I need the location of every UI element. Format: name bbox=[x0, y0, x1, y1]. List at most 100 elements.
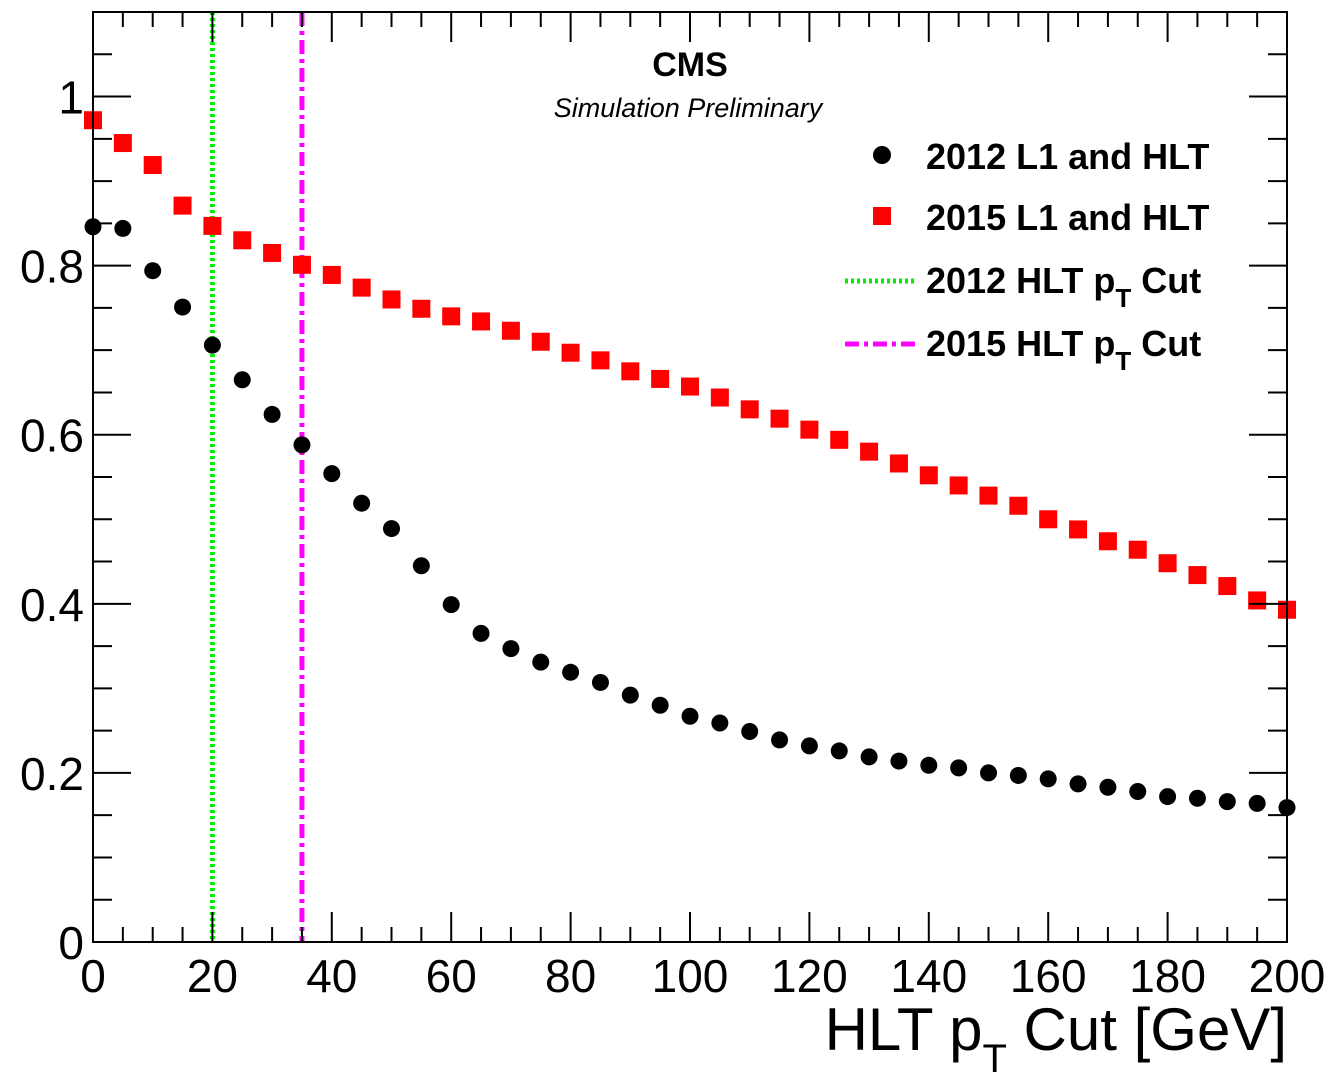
data-point-2012 bbox=[830, 742, 848, 760]
legend-label-1: 2012 L1 and HLT bbox=[926, 136, 1209, 177]
x-axis-title-main: HLT p bbox=[825, 996, 983, 1063]
data-point-2015 bbox=[919, 466, 938, 485]
x-tick-label: 0 bbox=[80, 950, 106, 1002]
data-point-2012 bbox=[1248, 794, 1266, 812]
legend-cut-label-1: 2012 HLT pT Cut bbox=[926, 260, 1201, 313]
data-point-2015 bbox=[472, 312, 491, 331]
data-point-2015 bbox=[710, 388, 729, 407]
data-point-2012 bbox=[562, 663, 580, 681]
data-point-2015 bbox=[740, 400, 759, 419]
x-tick-label: 180 bbox=[1129, 950, 1206, 1002]
data-point-2015 bbox=[292, 255, 311, 274]
data-point-2015 bbox=[382, 290, 401, 309]
data-point-2012 bbox=[293, 436, 311, 454]
data-point-2012 bbox=[950, 759, 968, 777]
data-point-2012 bbox=[920, 756, 938, 774]
data-point-2015 bbox=[322, 265, 341, 284]
data-point-2015 bbox=[830, 430, 849, 449]
data-point-2012 bbox=[711, 714, 729, 732]
data-point-2012 bbox=[203, 336, 221, 354]
data-point-2012 bbox=[621, 686, 639, 704]
data-point-2012 bbox=[532, 653, 550, 671]
data-point-2012 bbox=[114, 219, 132, 237]
x-tick-label: 60 bbox=[426, 950, 477, 1002]
y-tick-label: 0.2 bbox=[20, 748, 84, 800]
data-point-2012 bbox=[412, 557, 430, 575]
data-point-2012 bbox=[681, 707, 699, 725]
x-axis-title-subscript: T bbox=[982, 1037, 1006, 1078]
data-point-2012 bbox=[472, 624, 490, 642]
data-point-2015 bbox=[860, 442, 879, 461]
legend: 2012 L1 and HLT 2015 L1 and HLT 2012 HLT p… bbox=[845, 136, 1209, 376]
x-tick-label: 120 bbox=[771, 950, 848, 1002]
data-point-2012 bbox=[741, 722, 759, 740]
data-point-2015 bbox=[1098, 532, 1117, 551]
y-tick-label: 1 bbox=[58, 72, 84, 124]
data-point-2015 bbox=[531, 332, 550, 351]
data-point-2015 bbox=[501, 321, 520, 340]
data-point-2015 bbox=[591, 351, 610, 370]
data-point-2015 bbox=[203, 216, 222, 235]
data-point-2012 bbox=[1188, 789, 1206, 807]
data-point-2012 bbox=[1159, 788, 1177, 806]
x-tick-label: 20 bbox=[187, 950, 238, 1002]
data-point-2012 bbox=[323, 465, 341, 483]
data-point-2012 bbox=[980, 764, 997, 782]
data-point-2015 bbox=[113, 134, 132, 153]
markers-group bbox=[84, 111, 1296, 817]
data-point-2012 bbox=[383, 520, 400, 538]
data-point-2015 bbox=[1248, 591, 1267, 610]
data-point-2012 bbox=[502, 640, 520, 658]
x-tick-label: 80 bbox=[545, 950, 596, 1002]
data-point-2012 bbox=[1009, 766, 1027, 784]
legend-marker-2015 bbox=[873, 207, 891, 225]
data-point-2015 bbox=[770, 409, 789, 428]
data-point-2015 bbox=[1069, 520, 1088, 539]
data-point-2012 bbox=[1099, 778, 1117, 796]
y-tick-label: 0 bbox=[58, 917, 84, 969]
data-point-2012 bbox=[353, 494, 371, 512]
data-point-2015 bbox=[143, 156, 162, 175]
data-point-2012 bbox=[1039, 770, 1057, 788]
y-tick-label: 0.4 bbox=[20, 579, 84, 631]
data-point-2012 bbox=[771, 731, 789, 749]
data-point-2015 bbox=[889, 454, 908, 473]
data-point-2012 bbox=[651, 696, 669, 714]
data-point-2012 bbox=[1218, 793, 1236, 811]
y-tick-label: 0.8 bbox=[20, 241, 84, 293]
data-point-2015 bbox=[233, 231, 252, 250]
y-tick-label: 0.6 bbox=[20, 410, 84, 462]
data-point-2012 bbox=[1069, 775, 1087, 793]
data-point-2012 bbox=[233, 371, 251, 389]
data-point-2015 bbox=[681, 377, 699, 396]
legend-marker-2012 bbox=[873, 146, 891, 164]
x-tick-label: 200 bbox=[1249, 950, 1326, 1002]
data-point-2015 bbox=[352, 278, 371, 297]
data-point-2012 bbox=[263, 405, 281, 423]
data-point-2015 bbox=[800, 420, 819, 439]
data-point-2015 bbox=[949, 476, 968, 495]
cut-lines-group bbox=[209, 12, 305, 942]
data-point-2015 bbox=[263, 243, 282, 262]
data-point-2012 bbox=[591, 673, 609, 691]
data-point-2015 bbox=[651, 369, 670, 388]
data-point-2015 bbox=[1218, 577, 1237, 596]
chart-subtitle: Simulation Preliminary bbox=[554, 93, 824, 123]
data-point-2012 bbox=[890, 752, 908, 770]
x-tick-label: 100 bbox=[652, 950, 729, 1002]
x-tick-label: 160 bbox=[1010, 950, 1087, 1002]
data-point-2012 bbox=[860, 748, 878, 766]
tick-labels-group: 0 20 40 60 80 100 120 140 160 180 200 0 0.2 0.4 0.6 0.8… bbox=[20, 72, 1325, 1002]
x-tick-label: 140 bbox=[890, 950, 967, 1002]
data-point-2015 bbox=[561, 343, 580, 362]
legend-label-2: 2015 L1 and HLT bbox=[926, 197, 1209, 238]
data-point-2012 bbox=[442, 596, 460, 614]
data-point-2015 bbox=[1009, 496, 1028, 515]
data-point-2015 bbox=[1039, 510, 1058, 529]
x-tick-label: 40 bbox=[306, 950, 357, 1002]
data-point-2015 bbox=[442, 307, 461, 326]
data-point-2015 bbox=[412, 299, 431, 318]
legend-cut-label-2: 2015 HLT pT Cut bbox=[926, 323, 1201, 376]
data-point-2015 bbox=[621, 362, 640, 381]
data-point-2015 bbox=[173, 196, 192, 215]
